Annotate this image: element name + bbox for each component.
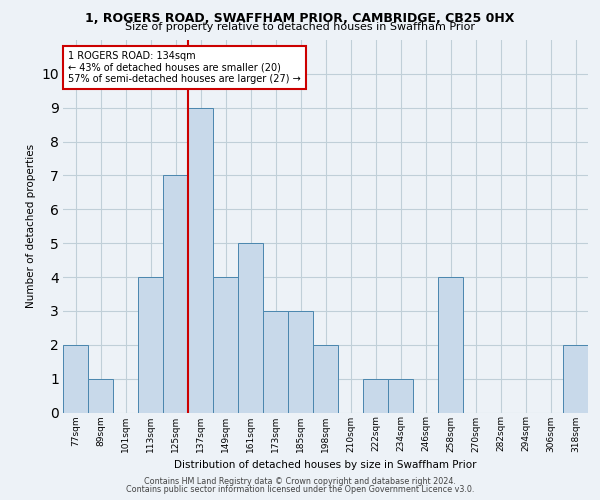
Text: 1 ROGERS ROAD: 134sqm
← 43% of detached houses are smaller (20)
57% of semi-deta: 1 ROGERS ROAD: 134sqm ← 43% of detached … — [68, 51, 301, 84]
Bar — [288, 311, 313, 412]
Bar — [88, 378, 113, 412]
Text: Contains HM Land Registry data © Crown copyright and database right 2024.: Contains HM Land Registry data © Crown c… — [144, 477, 456, 486]
Bar — [388, 378, 413, 412]
Bar — [63, 345, 88, 412]
Bar — [213, 277, 238, 412]
Bar — [563, 345, 588, 412]
Bar — [263, 311, 288, 412]
Bar — [438, 277, 463, 412]
Bar — [163, 176, 188, 412]
Bar — [313, 345, 338, 412]
X-axis label: Distribution of detached houses by size in Swaffham Prior: Distribution of detached houses by size … — [174, 460, 477, 470]
Bar — [238, 243, 263, 412]
Text: Size of property relative to detached houses in Swaffham Prior: Size of property relative to detached ho… — [125, 22, 475, 32]
Y-axis label: Number of detached properties: Number of detached properties — [26, 144, 35, 308]
Bar — [188, 108, 213, 412]
Bar — [363, 378, 388, 412]
Text: Contains public sector information licensed under the Open Government Licence v3: Contains public sector information licen… — [126, 485, 474, 494]
Bar — [138, 277, 163, 412]
Text: 1, ROGERS ROAD, SWAFFHAM PRIOR, CAMBRIDGE, CB25 0HX: 1, ROGERS ROAD, SWAFFHAM PRIOR, CAMBRIDG… — [85, 12, 515, 26]
